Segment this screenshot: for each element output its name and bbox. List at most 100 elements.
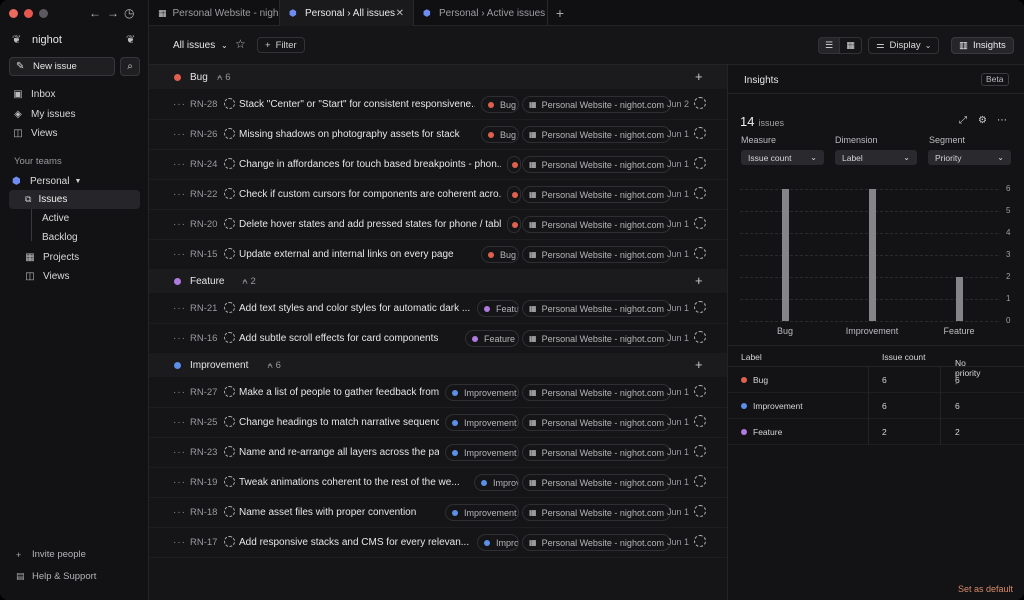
assignee-icon[interactable] — [694, 415, 706, 427]
dimension-select[interactable]: Label ⌄ — [835, 150, 917, 165]
status-icon[interactable] — [224, 536, 235, 547]
invite-people-button[interactable]: + Invite people — [16, 549, 86, 560]
assignee-icon[interactable] — [694, 505, 706, 517]
issue-row[interactable]: ··· RN-28 Stack "Center" or "Start" for co… — [149, 90, 727, 120]
project-chip[interactable]: ▦ Personal Website - nighot.com — [522, 444, 671, 461]
label-chip[interactable]: Improver — [477, 534, 519, 551]
priority-icon[interactable]: ··· — [173, 333, 186, 344]
sidebar-item-inbox[interactable]: ▣ Inbox — [12, 85, 55, 103]
status-icon[interactable] — [224, 416, 235, 427]
sidebar-item-team-views[interactable]: ◫ Views — [24, 267, 69, 285]
project-chip[interactable]: ▦ Personal Website - nighot.com — [522, 534, 671, 551]
status-icon[interactable] — [224, 128, 235, 139]
status-icon[interactable] — [224, 158, 235, 169]
assignee-icon[interactable] — [694, 301, 706, 313]
tab-all-issues[interactable]: ⬢ Personal › All issues ✕ — [280, 0, 414, 26]
priority-icon[interactable]: ··· — [173, 249, 186, 260]
issue-row[interactable]: ··· RN-19 Tweak animations coherent to the… — [149, 468, 727, 498]
priority-icon[interactable]: ··· — [173, 507, 186, 518]
priority-icon[interactable]: ··· — [173, 189, 186, 200]
label-chip[interactable]: Improvement — [445, 384, 519, 401]
add-issue-icon[interactable]: + — [695, 273, 703, 288]
issue-row[interactable]: ··· RN-24 Change in affordances for touch … — [149, 150, 727, 180]
bar-bug[interactable] — [782, 189, 789, 321]
table-row[interactable]: Improvement 6 6 — [728, 393, 1024, 419]
label-chip[interactable] — [507, 156, 521, 173]
label-chip[interactable]: Improveme — [474, 474, 519, 491]
maximize-window-button[interactable] — [39, 9, 48, 18]
assignee-icon[interactable] — [694, 217, 706, 229]
label-chip[interactable]: Bug — [481, 246, 519, 263]
sidebar-item-projects[interactable]: ▦ Projects — [24, 248, 79, 266]
status-icon[interactable] — [224, 332, 235, 343]
display-button[interactable]: ⚌ Display ⌄ — [868, 37, 940, 54]
board-view-button[interactable]: ▦ — [840, 37, 862, 54]
issue-row[interactable]: ··· RN-25 Change headings to match narrati… — [149, 408, 727, 438]
sidebar-item-issues[interactable]: ⧉ Issues — [9, 190, 140, 209]
issue-row[interactable]: ··· RN-17 Add responsive stacks and CMS fo… — [149, 528, 727, 558]
priority-icon[interactable]: ··· — [173, 303, 186, 314]
segment-select[interactable]: Priority ⌄ — [928, 150, 1011, 165]
priority-icon[interactable]: ··· — [173, 417, 186, 428]
assignee-icon[interactable] — [694, 475, 706, 487]
project-chip[interactable]: ▦ Personal Website - nighot.com — [522, 126, 671, 143]
issue-row[interactable]: ··· RN-16 Add subtle scroll effects for ca… — [149, 324, 727, 354]
project-chip[interactable]: ▦ Personal Website - nighot.com — [522, 414, 671, 431]
assignee-icon[interactable] — [694, 97, 706, 109]
issue-row[interactable]: ··· RN-21 Add text styles and color styles… — [149, 294, 727, 324]
issue-row[interactable]: ··· RN-23 Name and re-arrange all layers a… — [149, 438, 727, 468]
add-issue-icon[interactable]: + — [695, 357, 703, 372]
minimize-window-button[interactable] — [24, 9, 33, 18]
workspace-switcher[interactable]: ❦ nighot ❦ — [12, 32, 140, 48]
status-icon[interactable] — [224, 98, 235, 109]
insights-button[interactable]: ▥ Insights — [951, 37, 1014, 54]
filter-button[interactable]: + Filter — [257, 37, 305, 53]
search-button[interactable]: ⌕ — [120, 57, 140, 76]
group-header-improvement[interactable]: Improvement ⍲ 6 + — [149, 353, 727, 377]
status-icon[interactable] — [224, 506, 235, 517]
new-issue-button[interactable]: ✎ New issue — [9, 57, 115, 76]
label-chip[interactable]: Improvement — [445, 504, 519, 521]
team-personal[interactable]: ⬢ Personal ▼ — [12, 174, 81, 188]
status-icon[interactable] — [224, 302, 235, 313]
label-chip[interactable] — [507, 186, 521, 203]
assignee-icon[interactable] — [694, 331, 706, 343]
avatar[interactable]: ❦ — [126, 34, 136, 46]
label-chip[interactable]: Bug — [481, 96, 519, 113]
issue-row[interactable]: ··· RN-27 Make a list of people to gather … — [149, 378, 727, 408]
measure-select[interactable]: Issue count ⌄ — [741, 150, 824, 165]
priority-icon[interactable]: ··· — [173, 537, 186, 548]
bar-feature[interactable] — [956, 277, 963, 321]
priority-icon[interactable]: ··· — [173, 477, 186, 488]
assignee-icon[interactable] — [694, 127, 706, 139]
project-chip[interactable]: ▦ Personal Website - nighot.com — [522, 186, 671, 203]
group-header-bug[interactable]: Bug ⍲ 6 + — [149, 65, 727, 89]
label-chip[interactable]: Improvement — [445, 444, 519, 461]
history-icon[interactable]: ◷ — [124, 6, 135, 20]
star-icon[interactable]: ☆ — [235, 37, 246, 51]
label-chip[interactable] — [507, 216, 521, 233]
priority-icon[interactable]: ··· — [173, 129, 186, 140]
sidebar-item-active[interactable]: Active — [42, 213, 70, 224]
add-issue-icon[interactable]: + — [695, 69, 703, 84]
priority-icon[interactable]: ··· — [173, 99, 186, 110]
bar-improvement[interactable] — [869, 189, 876, 321]
table-row[interactable]: Bug 6 6 — [728, 367, 1024, 393]
priority-icon[interactable]: ··· — [173, 447, 186, 458]
assignee-icon[interactable] — [694, 187, 706, 199]
issue-row[interactable]: ··· RN-18 Name asset files with proper con… — [149, 498, 727, 528]
sidebar-item-views[interactable]: ◫ Views — [12, 124, 57, 142]
back-icon[interactable]: ← — [89, 6, 101, 20]
project-chip[interactable]: ▦ Personal Website - nighot.com — [522, 216, 671, 233]
project-chip[interactable]: ▦ Personal Website - nighot.com — [522, 156, 671, 173]
more-icon[interactable]: ⋯ — [997, 115, 1007, 126]
status-icon[interactable] — [224, 446, 235, 457]
assignee-icon[interactable] — [694, 157, 706, 169]
assignee-icon[interactable] — [694, 247, 706, 259]
label-chip[interactable]: Improvement — [445, 414, 519, 431]
close-window-button[interactable] — [9, 9, 18, 18]
settings-icon[interactable]: ⚙ — [978, 115, 987, 126]
project-chip[interactable]: ▦ Personal Website - nighot.com — [522, 504, 671, 521]
project-chip[interactable]: ▦ Personal Website - nighot.com — [522, 96, 671, 113]
close-icon[interactable]: ✕ — [395, 7, 404, 19]
